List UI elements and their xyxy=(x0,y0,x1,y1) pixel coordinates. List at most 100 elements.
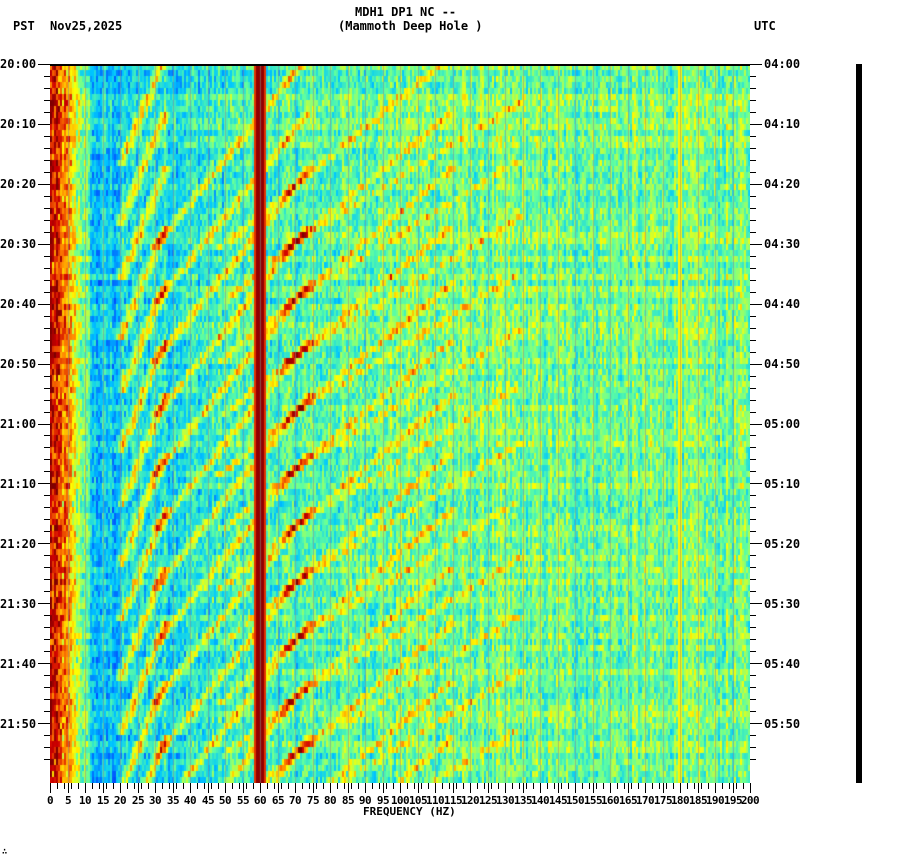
y-tick xyxy=(44,208,50,209)
y-tick xyxy=(38,603,50,604)
x-tick-label: 135 xyxy=(513,794,533,807)
y-tick-label-right: 04:00 xyxy=(764,57,801,71)
x-tick-label: 120 xyxy=(460,794,480,807)
x-tick xyxy=(435,783,436,793)
x-tick-label: 125 xyxy=(478,794,498,807)
y-tick xyxy=(750,364,762,365)
x-tick xyxy=(628,783,629,793)
x-tick-label: 110 xyxy=(425,794,445,807)
x-tick xyxy=(78,783,79,789)
x-tick xyxy=(386,783,387,789)
y-tick xyxy=(750,88,756,89)
x-tick xyxy=(120,783,121,793)
x-tick xyxy=(365,783,366,793)
y-tick xyxy=(750,591,756,592)
y-tick xyxy=(750,412,756,413)
y-tick xyxy=(44,400,50,401)
y-tick-label-right: 05:40 xyxy=(764,657,801,671)
y-tick xyxy=(44,471,50,472)
y-tick xyxy=(750,244,762,245)
y-tick xyxy=(44,112,50,113)
x-tick xyxy=(316,783,317,789)
y-tick xyxy=(44,76,50,77)
x-tick xyxy=(645,783,646,793)
x-tick xyxy=(138,783,139,793)
x-tick-label: 150 xyxy=(565,794,585,807)
y-tick xyxy=(750,675,756,676)
x-tick xyxy=(351,783,352,789)
y-tick xyxy=(44,507,50,508)
y-tick xyxy=(44,148,50,149)
y-tick xyxy=(38,304,50,305)
x-tick-label: 160 xyxy=(600,794,620,807)
y-tick xyxy=(44,328,50,329)
x-tick-label: 65 xyxy=(271,794,285,807)
y-tick xyxy=(44,687,50,688)
x-tick-label: 130 xyxy=(495,794,515,807)
x-tick xyxy=(64,783,65,789)
y-tick xyxy=(750,735,756,736)
y-tick xyxy=(750,519,756,520)
x-tick xyxy=(575,783,576,793)
x-tick xyxy=(736,783,737,789)
y-tick xyxy=(750,759,756,760)
x-tick-label: 165 xyxy=(618,794,638,807)
x-tick xyxy=(243,783,244,793)
y-tick xyxy=(44,711,50,712)
x-tick xyxy=(659,783,660,789)
y-tick xyxy=(44,172,50,173)
y-tick xyxy=(750,184,762,185)
x-tick-label: 145 xyxy=(548,794,568,807)
y-tick xyxy=(750,483,762,484)
y-tick xyxy=(750,112,756,113)
x-tick-label: 45 xyxy=(201,794,215,807)
y-tick xyxy=(38,244,50,245)
x-tick xyxy=(208,783,209,793)
x-tick-label: 75 xyxy=(306,794,320,807)
date-label: Nov25,2025 xyxy=(50,19,123,33)
y-tick-label-right: 04:50 xyxy=(764,357,801,371)
y-tick xyxy=(750,459,756,460)
y-tick xyxy=(44,615,50,616)
y-tick xyxy=(44,531,50,532)
y-tick-label-left: 20:40 xyxy=(0,297,37,311)
x-tick-label: 170 xyxy=(635,794,655,807)
x-tick xyxy=(547,783,548,789)
y-tick xyxy=(44,220,50,221)
x-tick xyxy=(638,783,639,789)
y-tick-label-right: 04:40 xyxy=(764,297,801,311)
y-tick xyxy=(750,268,756,269)
x-tick xyxy=(733,783,734,793)
y-tick xyxy=(44,292,50,293)
y-tick xyxy=(750,124,762,125)
y-tick xyxy=(44,100,50,101)
y-tick-label-right: 05:50 xyxy=(764,717,801,731)
x-tick-label: 155 xyxy=(583,794,603,807)
x-tick xyxy=(708,783,709,789)
x-tick xyxy=(631,783,632,789)
x-tick-label: 55 xyxy=(236,794,250,807)
x-tick xyxy=(526,783,527,789)
y-tick xyxy=(750,435,756,436)
x-tick xyxy=(372,783,373,789)
y-tick xyxy=(44,268,50,269)
y-tick xyxy=(750,304,762,305)
y-tick xyxy=(750,64,762,65)
y-tick xyxy=(750,208,756,209)
x-tick xyxy=(260,783,261,793)
x-tick xyxy=(603,783,604,789)
x-tick xyxy=(127,783,128,789)
x-tick xyxy=(540,783,541,793)
x-tick xyxy=(197,783,198,789)
x-tick xyxy=(442,783,443,789)
x-tick xyxy=(71,783,72,789)
y-tick xyxy=(44,136,50,137)
x-tick-label: 175 xyxy=(653,794,673,807)
y-tick-label-left: 21:20 xyxy=(0,537,37,551)
y-tick-label-left: 21:00 xyxy=(0,417,37,431)
x-tick xyxy=(407,783,408,789)
x-tick xyxy=(488,783,489,793)
x-tick xyxy=(505,783,506,793)
x-tick-label: 180 xyxy=(670,794,690,807)
y-tick xyxy=(44,747,50,748)
